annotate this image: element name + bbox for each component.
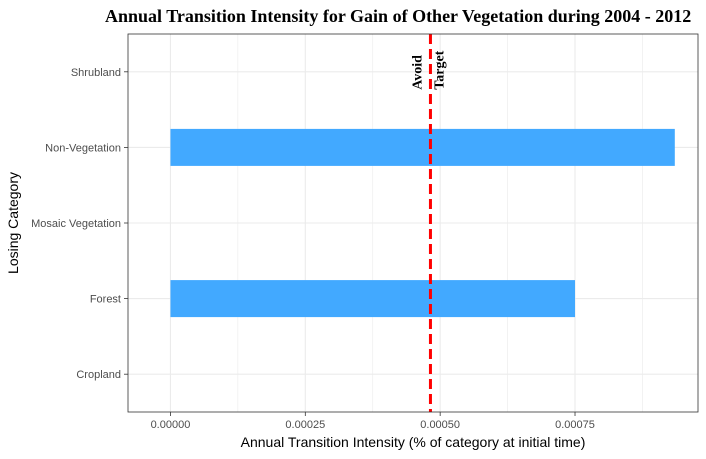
reference-label-target: Target: [432, 50, 447, 89]
y-tick-label: Forest: [90, 294, 121, 306]
x-tick-label: 0.00025: [285, 419, 325, 431]
chart-title: Annual Transition Intensity for Gain of …: [105, 6, 691, 26]
x-axis-title: Annual Transition Intensity (% of catego…: [241, 434, 586, 450]
bar-forest: [170, 280, 576, 318]
bar-non-vegetation: [170, 128, 675, 166]
x-tick-label: 0.00075: [555, 419, 595, 431]
y-tick-label: Cropland: [76, 369, 121, 381]
y-tick-label: Shrubland: [71, 67, 121, 79]
y-tick-label: Mosaic Vegetation: [31, 218, 121, 230]
x-axis-ticks: 0.00000 0.00025 0.00050 0.00075: [151, 412, 595, 431]
x-tick-label: 0.00050: [420, 419, 460, 431]
reference-label-avoid: Avoid: [410, 55, 425, 90]
reference-line-group: Avoid Target: [410, 34, 447, 412]
y-axis-title: Losing Category: [5, 172, 21, 274]
bars: [170, 128, 675, 318]
x-tick-label: 0.00000: [151, 419, 191, 431]
y-axis-ticks: Cropland Forest Mosaic Vegetation Non-Veget…: [31, 67, 128, 381]
y-tick-label: Non-Vegetation: [45, 142, 121, 154]
